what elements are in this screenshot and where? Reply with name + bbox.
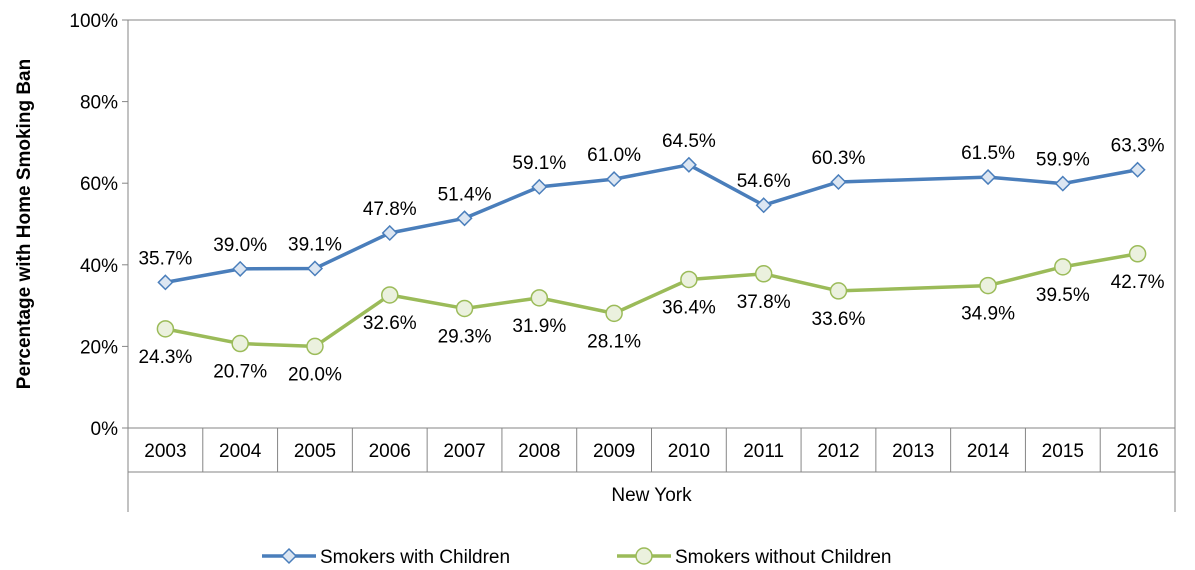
data-label: 28.1% [587, 331, 641, 352]
data-point [1129, 161, 1146, 178]
y-tick-label: 20% [80, 337, 118, 358]
data-label: 54.6% [737, 171, 791, 192]
data-point [1054, 258, 1072, 276]
data-label: 64.5% [662, 131, 716, 152]
data-point [680, 156, 697, 173]
x-tick-label: 2015 [1042, 441, 1084, 462]
data-label: 29.3% [438, 326, 492, 347]
data-label: 32.6% [363, 313, 417, 334]
data-point [232, 260, 249, 277]
data-point [829, 282, 848, 300]
data-point [456, 210, 473, 227]
data-label: 59.1% [512, 153, 566, 174]
data-point [231, 334, 249, 353]
legend-item: Smokers without Children [617, 547, 891, 568]
legend-marker [635, 547, 653, 565]
data-point [755, 197, 772, 214]
legend-item: Smokers with Children [262, 547, 510, 568]
x-tick-label: 2012 [817, 441, 859, 462]
data-point [530, 289, 549, 307]
data-label: 47.8% [363, 199, 417, 220]
data-label: 51.4% [438, 184, 492, 205]
data-label: 24.3% [138, 347, 192, 368]
data-point [156, 320, 175, 338]
data-point [306, 260, 324, 277]
data-label: 34.9% [961, 304, 1015, 325]
data-point [1128, 245, 1147, 263]
data-label: 39.0% [213, 235, 267, 256]
data-label: 31.9% [512, 316, 566, 337]
x-tick-label: 2014 [967, 441, 1010, 462]
data-label: 35.7% [138, 248, 192, 269]
data-label: 61.5% [961, 143, 1015, 164]
data-point [754, 265, 773, 283]
data-label: 39.5% [1036, 285, 1090, 306]
x-tick-label: 2011 [743, 441, 784, 462]
series-0: 35.7% 39.0% 39.1% 47.8% 51.4% 59.1% 61.0% 64.5%… [138, 131, 1165, 291]
data-label: 39.1% [288, 234, 342, 255]
data-label: 33.6% [812, 309, 866, 330]
data-point [455, 299, 474, 318]
x-tick-label: 2007 [443, 441, 485, 462]
data-point [979, 169, 997, 186]
data-point [306, 337, 324, 356]
data-label: 42.7% [1111, 272, 1165, 293]
data-label: 20.7% [213, 362, 267, 383]
data-point [605, 304, 623, 323]
group-label: New York [611, 485, 692, 506]
x-tick-label: 2008 [518, 441, 560, 462]
data-point [979, 276, 997, 295]
data-point [381, 224, 398, 242]
series-group: 35.7% 39.0% 39.1% 47.8% 51.4% 59.1% 61.0% 64.5%… [138, 131, 1164, 386]
x-tick-label: 2003 [144, 441, 186, 462]
legend-marker [280, 547, 298, 565]
y-tick-label: 100% [69, 11, 118, 32]
x-tick-label: 2010 [668, 441, 710, 462]
data-label: 63.3% [1111, 136, 1165, 157]
data-point [1054, 175, 1071, 192]
y-tick-label: 80% [80, 93, 118, 114]
data-label: 61.0% [587, 145, 641, 166]
data-label: 37.8% [737, 292, 791, 313]
data-label: 60.3% [812, 148, 866, 169]
legend: Smokers with Children Smokers without Chi… [262, 547, 891, 568]
legend-label: Smokers with Children [320, 547, 510, 568]
data-point [381, 286, 399, 304]
data-point [157, 274, 174, 291]
x-tick-label: 2006 [369, 441, 411, 462]
x-tick-label: 2013 [892, 441, 934, 462]
data-point [531, 178, 548, 195]
plot-area-border [127, 19, 1176, 429]
data-label: 20.0% [288, 364, 342, 385]
x-tick-label: 2016 [1116, 441, 1158, 462]
data-label: 59.9% [1036, 150, 1090, 171]
y-tick-label: 40% [80, 256, 118, 277]
y-tick-labels: 0% 20% 40% 60% 80% 100% [69, 11, 118, 440]
x-tick-label: 2009 [593, 441, 635, 462]
y-tick-label: 60% [80, 174, 118, 195]
data-point [830, 173, 847, 191]
x-tick-label: 2004 [219, 441, 262, 462]
y-axis-label: Percentage with Home Smoking Ban [14, 59, 35, 389]
y-tick-label: 0% [91, 419, 119, 440]
series-1: 24.3% 20.7% 20.0% 32.6% 29.3% 31.9% 28.1% 36.4%… [138, 245, 1165, 385]
data-label: 36.4% [662, 297, 716, 318]
legend-label: Smokers without Children [675, 547, 891, 568]
x-tick-labels: 2003 2004 2005 2006 2007 2008 2009 2010 2011 2012… [144, 441, 1158, 462]
data-point [606, 171, 623, 188]
axes [122, 19, 1176, 512]
x-tick-label: 2005 [294, 441, 336, 462]
data-point [680, 270, 698, 289]
